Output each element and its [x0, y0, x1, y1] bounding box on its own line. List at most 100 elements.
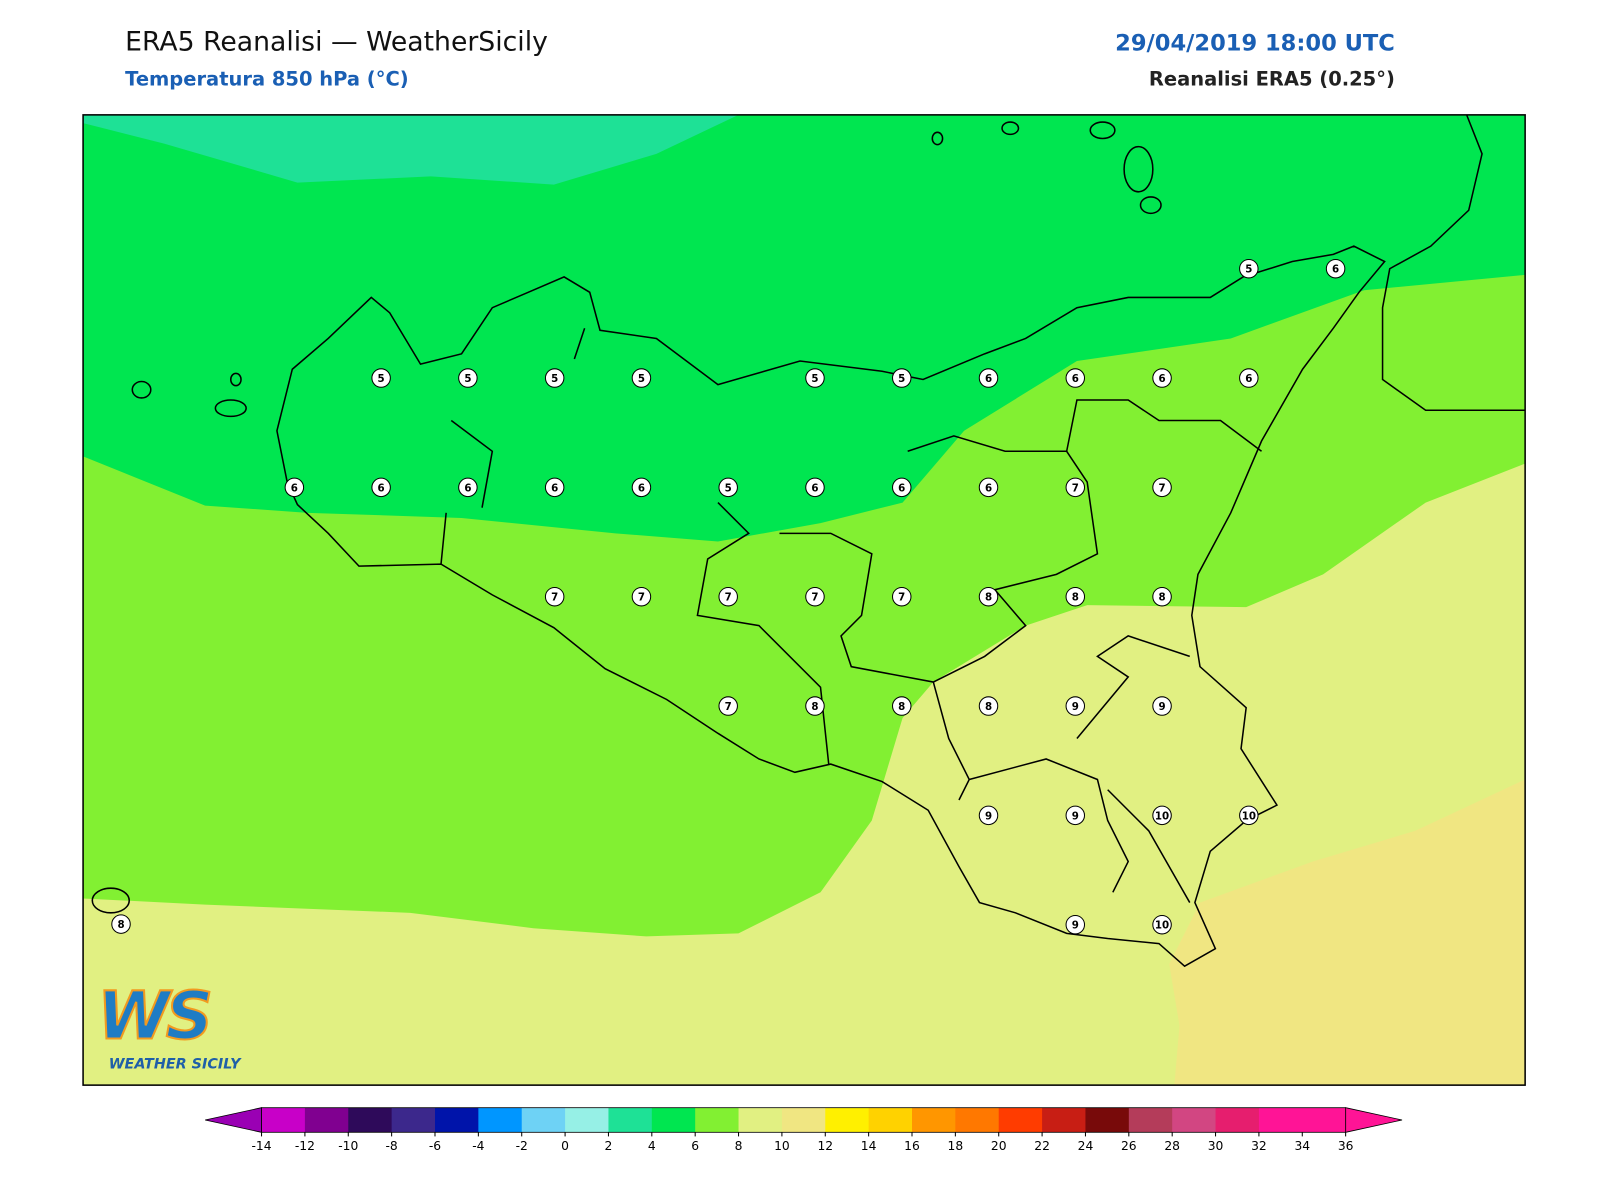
- map-frame: [82, 114, 1526, 1086]
- station-value: 7: [725, 701, 732, 713]
- station-value: 6: [985, 373, 992, 385]
- station-value: 5: [725, 482, 732, 494]
- model: Reanalisi ERA5 (0.25°): [1149, 68, 1395, 91]
- island: [1123, 145, 1154, 193]
- station-marker: [544, 586, 565, 607]
- station-value: 6: [1332, 264, 1339, 276]
- station: 5: [1239, 258, 1259, 279]
- colorbar-tick-label: 6: [691, 1139, 699, 1153]
- station-value: 7: [811, 592, 818, 604]
- station-marker: [978, 586, 999, 607]
- station-value: 10: [1155, 920, 1169, 932]
- logo-mark: WS: [97, 979, 209, 1055]
- station-value: 6: [985, 482, 992, 494]
- station-value: 6: [638, 482, 645, 494]
- colorbar-tick-label: 34: [1294, 1139, 1310, 1153]
- colorbar-tick-label: 4: [648, 1139, 656, 1153]
- station-value: 8: [1158, 592, 1165, 604]
- station: 7: [718, 586, 738, 607]
- station-value: 6: [291, 482, 298, 494]
- station-marker: [978, 477, 999, 498]
- station: 7: [718, 696, 738, 716]
- station-value: 7: [551, 592, 558, 604]
- colorbar-tick-label: 2: [605, 1139, 613, 1153]
- station-value: 6: [1072, 373, 1079, 385]
- station-marker: [1239, 368, 1259, 388]
- date: 29/04/2019 18:00 UTC: [1115, 31, 1395, 57]
- colorbar-segment: [565, 1107, 609, 1133]
- station: 6: [458, 477, 478, 498]
- station-marker: [371, 368, 391, 388]
- station-marker: [1239, 805, 1259, 826]
- temperature-zone: [83, 114, 1526, 542]
- colorbar: -14 -12 -10 -8 -6 -4 -2 0 2 4 6 8 10 12 14 16 18 20 22 24 26…: [205, 1107, 1403, 1153]
- station-marker: [1325, 258, 1346, 279]
- station-marker: [458, 368, 478, 388]
- station-value: 6: [1158, 373, 1165, 385]
- station-marker: [544, 477, 565, 498]
- colorbar-segment: [348, 1107, 393, 1133]
- colorbar-tick-label: 8: [735, 1139, 743, 1153]
- station: 7: [892, 586, 912, 607]
- station-value: 5: [464, 373, 471, 385]
- station-value: 5: [638, 373, 645, 385]
- station: 7: [805, 586, 825, 607]
- station: 5: [718, 477, 738, 498]
- station-value: 9: [1072, 810, 1079, 822]
- station-value: 9: [1158, 701, 1165, 713]
- island: [131, 380, 152, 399]
- station: 10: [1239, 805, 1259, 826]
- station: 9: [1152, 696, 1172, 716]
- colorbar-tick-label: -14: [251, 1139, 271, 1153]
- station-value: 8: [985, 701, 992, 713]
- station-value: 6: [378, 482, 385, 494]
- station-marker: [892, 696, 912, 716]
- station: 7: [1152, 477, 1172, 498]
- colorbar-tick-label: 12: [817, 1139, 833, 1153]
- station-marker: [805, 368, 825, 388]
- station: 10: [1152, 805, 1172, 826]
- calabria-coast: [1381, 114, 1526, 412]
- island: [230, 372, 242, 387]
- station-marker: [978, 368, 999, 388]
- station-value: 8: [1072, 592, 1079, 604]
- station-marker: [892, 586, 912, 607]
- colorbar-tick-label: -8: [385, 1139, 397, 1153]
- colorbar-segment: [478, 1107, 523, 1133]
- station: 7: [631, 586, 652, 607]
- colorbar-tick-label: 30: [1208, 1139, 1224, 1153]
- station-marker: [1239, 258, 1259, 279]
- station: 6: [1239, 368, 1259, 388]
- station: 6: [892, 477, 912, 498]
- station: 6: [1065, 368, 1086, 388]
- station-marker: [458, 477, 478, 498]
- station-marker: [805, 477, 825, 498]
- station: 5: [892, 368, 912, 388]
- colorbar-tick-label: -10: [338, 1139, 358, 1153]
- station-marker: [111, 914, 131, 934]
- station-value: 8: [898, 701, 905, 713]
- island: [1139, 196, 1162, 215]
- colorbar-tick-label: -2: [516, 1139, 528, 1153]
- station-marker: [1065, 805, 1086, 826]
- station: 9: [1065, 696, 1086, 716]
- station: 8: [978, 696, 999, 716]
- colorbar-segment: [651, 1107, 696, 1133]
- station: 6: [805, 477, 825, 498]
- station-value: 8: [811, 701, 818, 713]
- station: 7: [544, 586, 565, 607]
- colorbar-segment: [1258, 1107, 1303, 1133]
- colorbar-tick-label: 32: [1251, 1139, 1267, 1153]
- station-value: 7: [1072, 482, 1079, 494]
- colorbar-tick-label: 28: [1164, 1139, 1180, 1153]
- station-marker: [631, 477, 652, 498]
- sicily-coast: [276, 245, 1386, 968]
- station-value: 10: [1155, 810, 1169, 822]
- station: 5: [458, 368, 478, 388]
- island: [931, 131, 944, 146]
- island: [91, 887, 130, 914]
- colorbar-segment: [1302, 1107, 1347, 1133]
- station: 8: [1152, 586, 1172, 607]
- station-value: 9: [1072, 920, 1079, 932]
